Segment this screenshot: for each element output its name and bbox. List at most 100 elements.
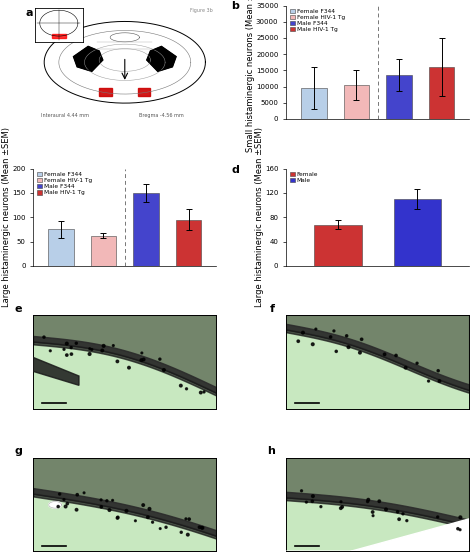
Point bbox=[183, 384, 191, 393]
Bar bbox=[176, 219, 201, 266]
Point bbox=[436, 377, 443, 385]
Point bbox=[80, 488, 88, 497]
Legend: Female F344, Female HIV-1 Tg, Male F344, Male HIV-1 Tg: Female F344, Female HIV-1 Tg, Male F344,… bbox=[36, 172, 92, 196]
Point bbox=[63, 339, 71, 348]
Point bbox=[197, 388, 205, 397]
Point bbox=[456, 525, 464, 534]
Text: a: a bbox=[26, 8, 33, 18]
Polygon shape bbox=[49, 502, 62, 508]
Point bbox=[109, 341, 117, 350]
Point bbox=[364, 497, 372, 506]
Point bbox=[68, 350, 75, 359]
Point bbox=[177, 381, 185, 390]
Point bbox=[63, 351, 71, 360]
Point bbox=[199, 524, 206, 532]
Point bbox=[413, 359, 421, 368]
Point bbox=[309, 340, 317, 349]
Point bbox=[345, 343, 352, 351]
Point bbox=[327, 333, 335, 341]
Point bbox=[312, 325, 319, 334]
Bar bbox=[314, 224, 362, 266]
Point bbox=[56, 490, 64, 499]
Text: Interaural 4.44 mm: Interaural 4.44 mm bbox=[40, 113, 89, 118]
Point bbox=[434, 512, 441, 521]
Point bbox=[144, 513, 152, 522]
Point bbox=[309, 492, 317, 501]
Point bbox=[106, 506, 113, 515]
Point bbox=[434, 367, 442, 375]
Bar bbox=[429, 67, 455, 119]
Point bbox=[425, 377, 432, 385]
Polygon shape bbox=[33, 458, 217, 536]
Text: b: b bbox=[231, 1, 239, 11]
Point bbox=[67, 343, 75, 352]
Point bbox=[114, 514, 121, 522]
Point bbox=[137, 356, 145, 365]
Text: f: f bbox=[270, 304, 275, 314]
Point bbox=[381, 350, 388, 359]
Polygon shape bbox=[33, 358, 79, 385]
Y-axis label: Large histaminergic neurons (Mean ±SEM): Large histaminergic neurons (Mean ±SEM) bbox=[255, 127, 264, 307]
Polygon shape bbox=[33, 315, 217, 393]
Point bbox=[454, 524, 462, 533]
Point bbox=[302, 497, 310, 506]
Point bbox=[382, 505, 390, 514]
Polygon shape bbox=[99, 89, 112, 96]
Bar bbox=[393, 199, 441, 266]
Point bbox=[139, 501, 147, 510]
Point bbox=[109, 496, 117, 505]
Bar bbox=[48, 229, 73, 266]
Point bbox=[114, 357, 121, 366]
Point bbox=[60, 345, 68, 354]
Point bbox=[394, 507, 401, 516]
Point bbox=[100, 341, 108, 350]
Point bbox=[138, 349, 146, 358]
Polygon shape bbox=[137, 89, 150, 96]
Point bbox=[73, 490, 81, 499]
Point bbox=[369, 507, 376, 516]
Y-axis label: Large histaminergic neurons (Mean ±SEM): Large histaminergic neurons (Mean ±SEM) bbox=[1, 127, 10, 307]
Polygon shape bbox=[73, 46, 103, 71]
Polygon shape bbox=[286, 458, 469, 525]
Point bbox=[337, 497, 345, 506]
Text: g: g bbox=[14, 446, 22, 456]
Point bbox=[196, 522, 203, 531]
Point bbox=[365, 495, 372, 504]
Point bbox=[200, 388, 208, 397]
Point bbox=[332, 347, 340, 356]
Point bbox=[156, 524, 164, 533]
Point bbox=[86, 350, 93, 359]
Point bbox=[456, 513, 464, 522]
Point bbox=[343, 331, 350, 340]
Point bbox=[88, 345, 96, 354]
Text: d: d bbox=[231, 165, 239, 175]
Point bbox=[184, 530, 191, 539]
Point bbox=[177, 528, 185, 537]
Point bbox=[399, 510, 407, 519]
Point bbox=[156, 355, 164, 364]
Point bbox=[298, 486, 305, 495]
Point bbox=[330, 326, 337, 335]
Text: Figure 3b: Figure 3b bbox=[190, 8, 213, 13]
Point bbox=[86, 344, 93, 353]
Point bbox=[103, 496, 111, 505]
Point bbox=[198, 523, 206, 532]
Point bbox=[146, 505, 153, 514]
Point bbox=[358, 335, 365, 344]
Point bbox=[46, 346, 54, 355]
Point bbox=[185, 515, 193, 524]
Point bbox=[369, 511, 377, 520]
Point bbox=[55, 502, 62, 511]
Point bbox=[309, 497, 316, 506]
Point bbox=[132, 516, 139, 525]
Point bbox=[356, 348, 364, 357]
Text: e: e bbox=[15, 304, 22, 314]
Point bbox=[73, 339, 80, 348]
Bar bbox=[386, 75, 412, 119]
Polygon shape bbox=[286, 519, 469, 551]
Point bbox=[395, 515, 403, 524]
Point bbox=[182, 514, 190, 523]
Point bbox=[403, 516, 410, 525]
Point bbox=[64, 499, 71, 508]
Legend: Female F344, Female HIV-1 Tg, Male F344, Male HIV-1 Tg: Female F344, Female HIV-1 Tg, Male F344,… bbox=[289, 8, 345, 33]
